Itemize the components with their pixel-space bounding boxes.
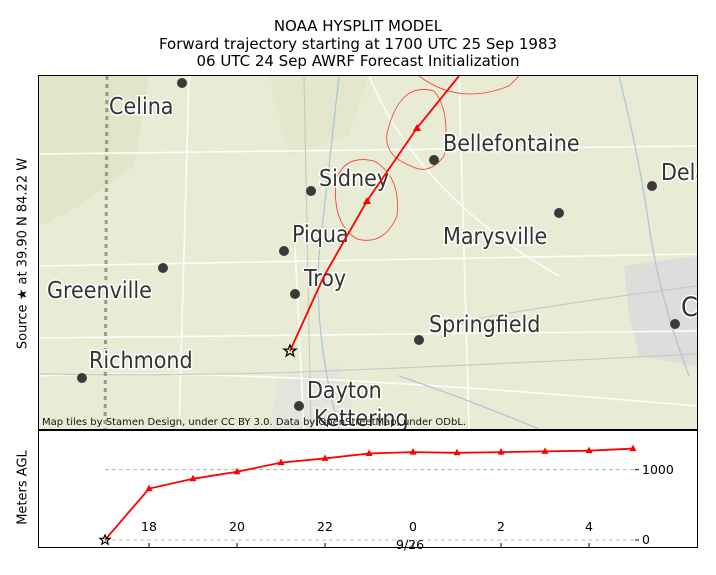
city-label-bellefontaine: Bellefontaine <box>443 131 580 157</box>
urban-area <box>269 366 359 429</box>
city-dot <box>670 319 680 329</box>
roads <box>39 76 697 429</box>
altitude-point <box>629 444 637 452</box>
trajectory-marker <box>363 197 371 204</box>
x-tick-label: 18 <box>141 519 157 534</box>
city-labels: Celina Bellefontaine Sidney Dela Marysvi… <box>46 93 698 430</box>
city-label-springfield: Springfield <box>429 312 540 338</box>
y-tick-label: 1000 <box>642 461 674 477</box>
altitude-point <box>145 484 153 492</box>
forest-area <box>39 76 149 226</box>
source-star-icon <box>282 343 298 358</box>
city-label-dayton: Dayton <box>307 378 382 404</box>
altitude-line <box>104 447 634 541</box>
city-label-piqua: Piqua <box>292 222 349 248</box>
altitude-panel <box>38 430 698 548</box>
city-label-celina: Celina <box>109 94 174 120</box>
x-axis-date-label: 9/26 <box>396 537 425 552</box>
city-dot <box>554 208 564 218</box>
city-label-troy: Troy <box>303 266 346 292</box>
map-canvas: Celina Bellefontaine Sidney Dela Marysvi… <box>39 76 697 429</box>
city-dot <box>177 78 187 88</box>
x-tick-label: 0 <box>409 519 417 534</box>
city-dot <box>306 186 316 196</box>
map-panel: Celina Bellefontaine Sidney Dela Marysvi… <box>38 75 698 430</box>
city-dot <box>429 155 439 165</box>
chart-subtitle-2: 06 UTC 24 Sep AWRF Forecast Initializati… <box>196 52 520 70</box>
x-tick-label: 4 <box>585 519 593 534</box>
altitude-point <box>585 446 593 454</box>
city-dot <box>77 373 87 383</box>
forest-area <box>269 76 369 156</box>
state-border <box>103 76 109 429</box>
urban-area <box>624 256 697 366</box>
city-dot <box>414 335 424 345</box>
city-label-marysville: Marysville <box>443 224 547 250</box>
altitude-point <box>321 454 329 461</box>
city-dots <box>77 78 680 411</box>
city-label-greenville: Greenville <box>47 278 152 304</box>
altitude-point <box>189 474 197 482</box>
city-dot <box>290 289 300 299</box>
uncertainty-contours <box>335 76 520 241</box>
altitude-point <box>233 467 241 475</box>
chart-title: NOAA HYSPLIT MODEL <box>273 17 443 35</box>
y-tick-label: 0 <box>642 531 650 547</box>
highways <box>39 76 697 429</box>
x-tick-label: 20 <box>229 519 245 534</box>
city-label-c: C <box>681 292 697 323</box>
map-attribution: Map tiles by Stamen Design, under CC BY … <box>42 417 467 428</box>
altitude-ylabel: Meters AGL <box>15 450 31 525</box>
source-star-marker <box>98 533 112 546</box>
altitude-point <box>541 447 549 454</box>
altitude-point <box>277 458 285 466</box>
city-label-dela: Dela <box>661 160 697 186</box>
map-ylabel: Source ★ at 39.90 N 84.22 W <box>15 157 31 350</box>
trajectory-marker <box>413 124 421 131</box>
city-label-richmond: Richmond <box>89 348 193 374</box>
rivers <box>317 76 690 429</box>
city-dot <box>279 246 289 256</box>
chart-subtitle: Forward trajectory starting at 1700 UTC … <box>158 35 558 53</box>
x-tick-label: 22 <box>317 519 333 534</box>
altitude-point <box>409 448 417 455</box>
altitude-chart <box>98 444 639 547</box>
city-label-sidney: Sidney <box>319 166 389 192</box>
city-dot <box>294 401 304 411</box>
altitude-point <box>453 448 461 456</box>
city-dot <box>647 181 657 191</box>
city-label-kettering: Kettering <box>314 406 409 429</box>
trajectory-markers <box>363 124 421 204</box>
altitude-point <box>365 449 373 456</box>
x-tick-label: 2 <box>497 519 505 534</box>
city-dot <box>158 263 168 273</box>
altitude-point <box>497 448 505 455</box>
